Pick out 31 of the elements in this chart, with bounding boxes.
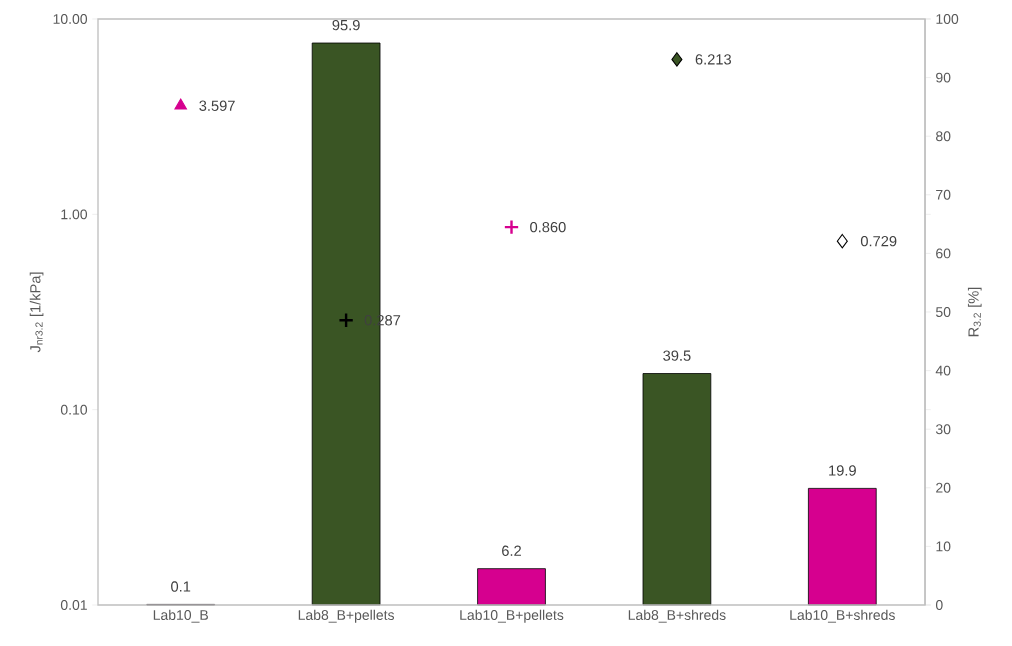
- data-label: 19.9: [829, 465, 856, 476]
- y2-tick-label: 0: [935, 600, 943, 610]
- x-tick-label: Lab10_B+pellets: [460, 609, 564, 623]
- y2-tick-label: 90: [936, 72, 951, 83]
- y-tick-label: 10.00: [53, 14, 88, 24]
- data-label: 3.597: [199, 100, 235, 111]
- data-label: 39.5: [663, 350, 691, 361]
- y2-tick-label: 100: [936, 14, 959, 24]
- data-label: 0.860: [530, 221, 566, 233]
- y2-tick-label: 10: [936, 541, 951, 552]
- x-tick-label: Lab10_B+shreds: [790, 609, 895, 623]
- x-tick-label: Lab8_B+pellets: [298, 609, 395, 623]
- y-tick-label: 0.01: [60, 600, 87, 610]
- x-tick-label: Lab8_B+shreds: [628, 609, 726, 623]
- y2-tick-label: 60: [936, 248, 951, 259]
- data-label: 95.9: [332, 19, 360, 31]
- y-axis-title: J$_{nr3.2}$ [1/kPa]: [29, 272, 44, 353]
- y-tick-label: 1.00: [61, 209, 88, 220]
- data-label: 0.1: [171, 581, 191, 592]
- data-label: 6.213: [695, 54, 731, 65]
- y2-tick-label: 50: [935, 307, 951, 317]
- y2-tick-label: 80: [936, 131, 951, 142]
- data-label: 0.729: [860, 235, 897, 247]
- x-tick-label: Lab10_B: [153, 609, 208, 623]
- y2-tick-label: 30: [935, 424, 951, 435]
- y2-tick-label: 40: [935, 365, 951, 376]
- y2-axis-title: R$_{3.2}$ [%]: [967, 287, 982, 337]
- y2-tick-label: 70: [936, 189, 951, 200]
- y-tick-label: 0.10: [60, 404, 88, 415]
- data-label: 6.2: [502, 545, 521, 556]
- y2-tick-label: 20: [936, 482, 951, 493]
